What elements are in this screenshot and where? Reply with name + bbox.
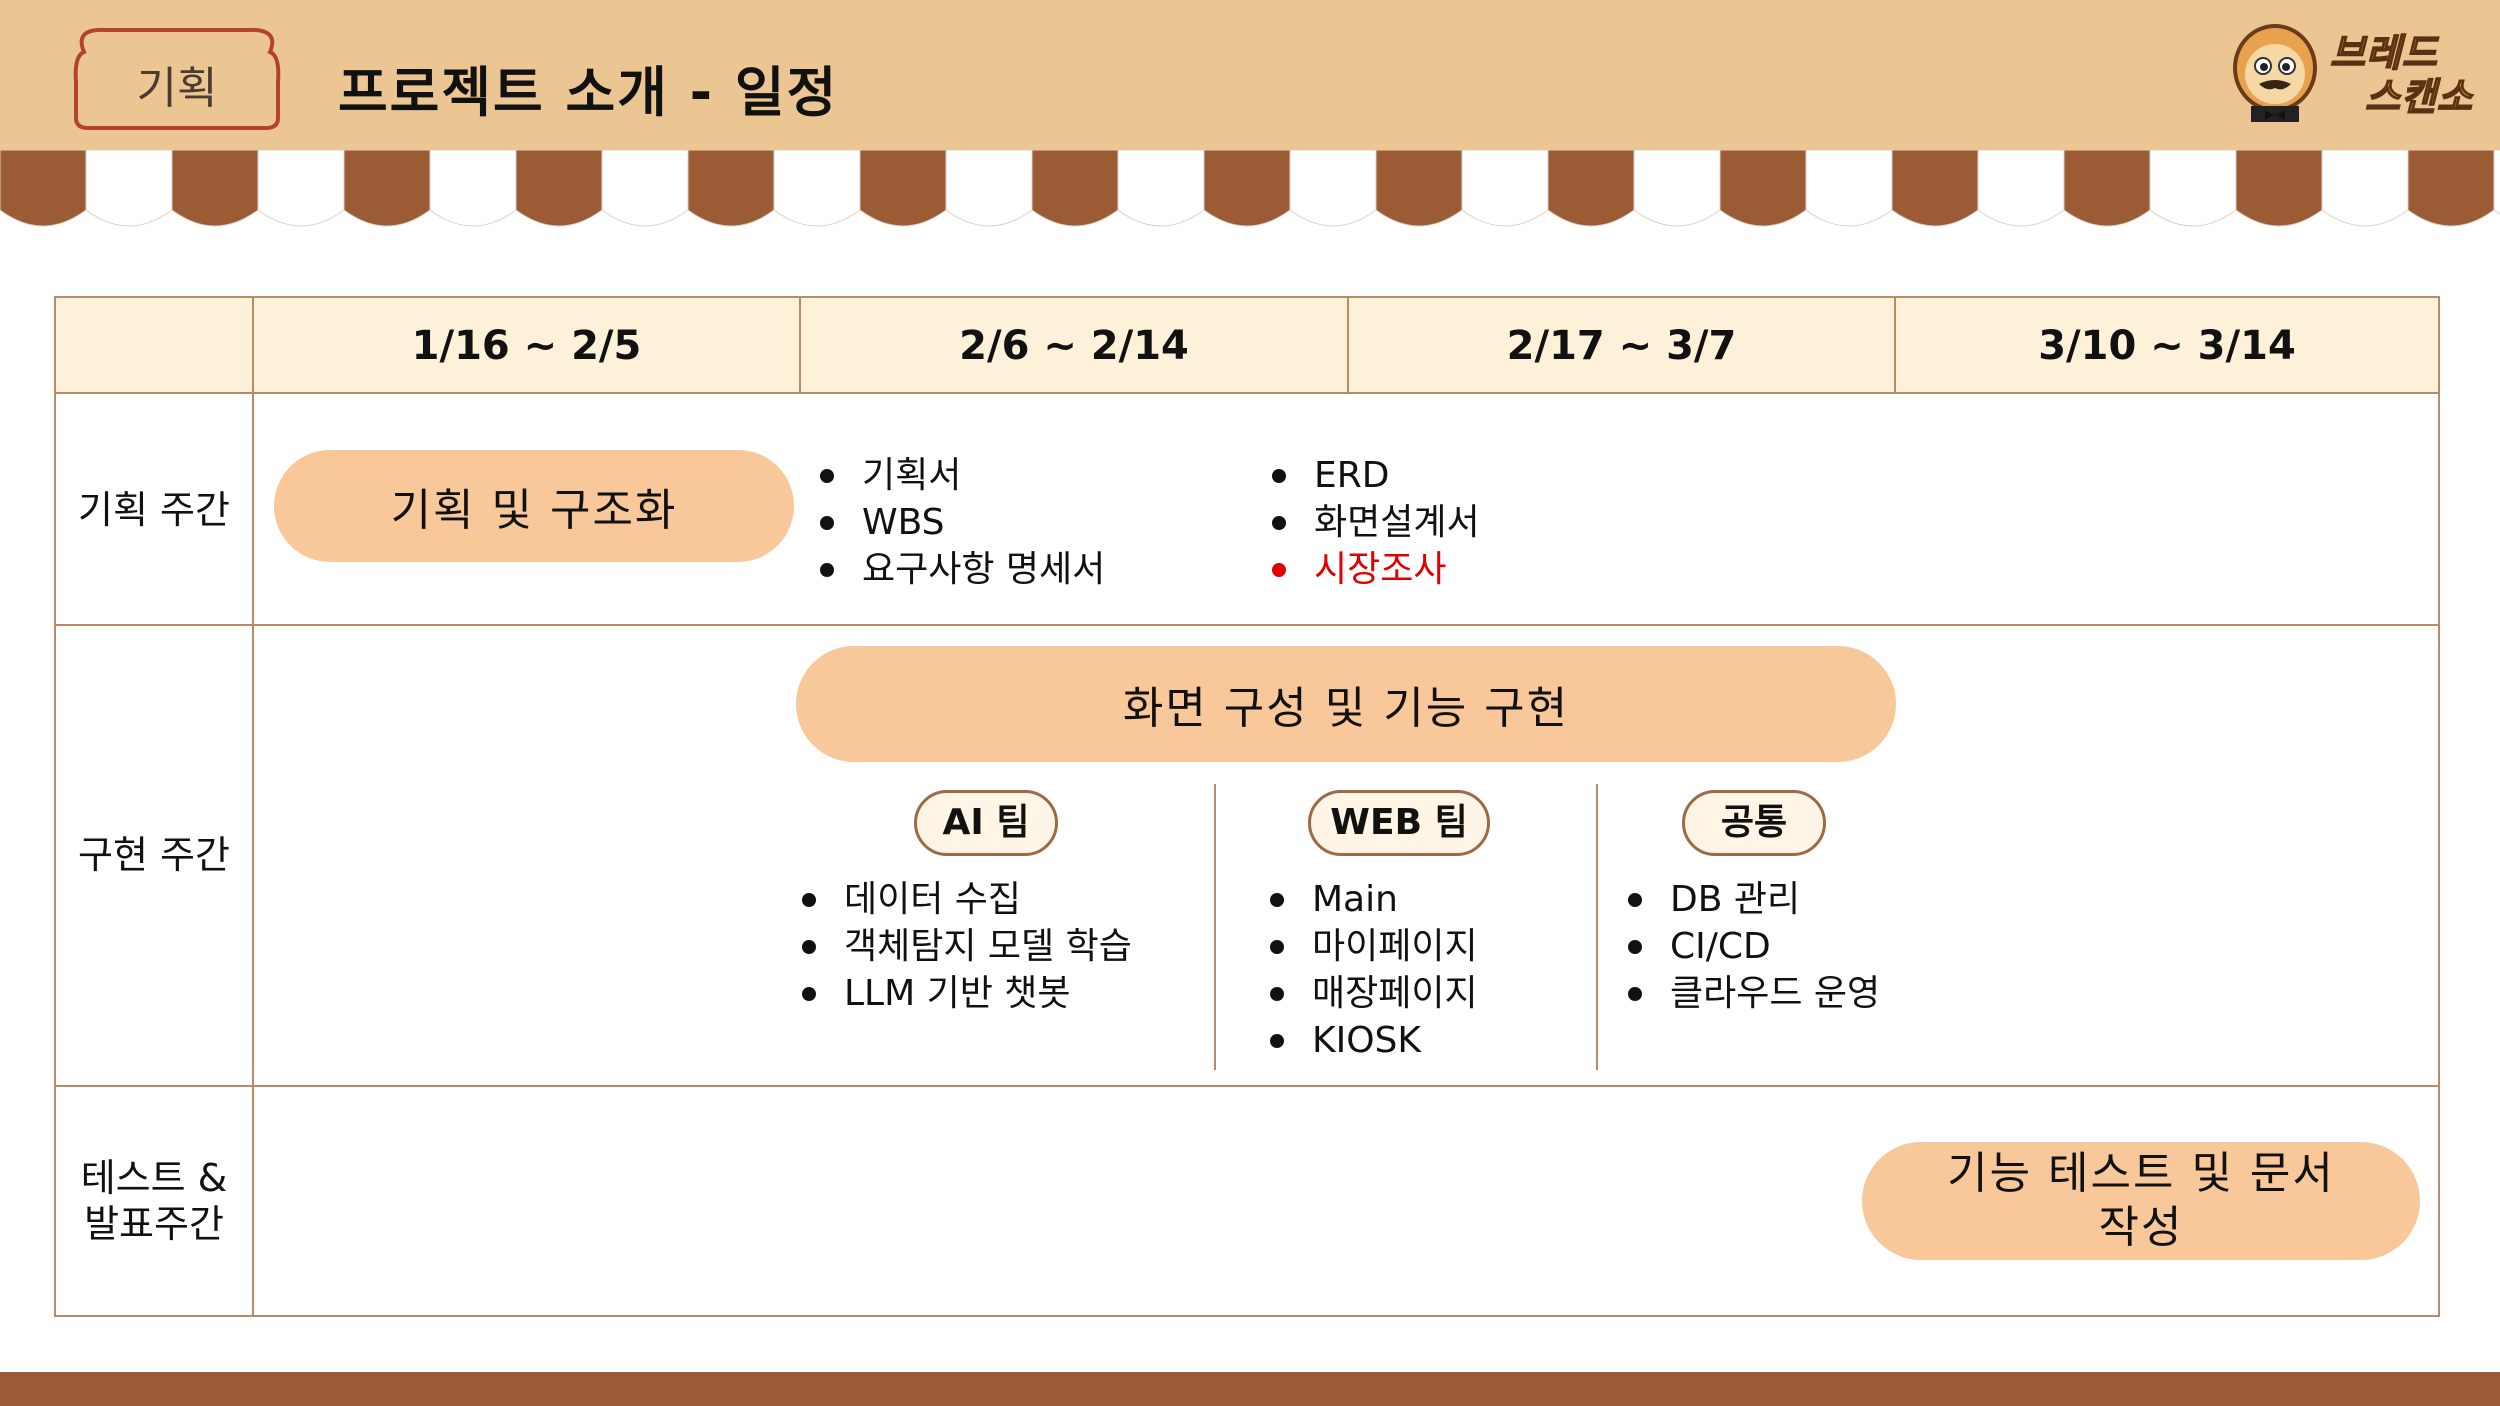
team-separator	[1214, 784, 1216, 1070]
list-item: 기획서	[816, 452, 1105, 499]
bread-mascot-icon	[2233, 24, 2317, 122]
period-header-row	[56, 298, 2438, 394]
implementation-phase-pill: 화면 구성 및 기능 구현	[796, 646, 1896, 762]
testing-phase-label-line2: 작성	[2098, 1202, 2184, 1253]
footer-bar	[0, 1372, 2500, 1406]
row-label-planning: 기획 주간	[78, 488, 230, 532]
column-divider	[799, 298, 801, 394]
team-separator	[1596, 784, 1598, 1070]
planning-phase-pill: 기획 및 구조화	[274, 450, 794, 562]
planning-phase-label: 기획 및 구조화	[390, 485, 678, 536]
list-item: 요구사항 명세서	[816, 546, 1105, 593]
section-tag: 기획	[66, 22, 288, 134]
list-item: KIOSK	[1266, 1017, 1478, 1064]
period-header-1: 1/16 ~ 2/5	[411, 323, 642, 369]
list-item: 마이페이지	[1266, 923, 1478, 970]
common-task-list: DB 관리 CI/CD 클라우드 운영	[1624, 876, 1880, 1017]
brand-logo: 브레드 스캔소	[2225, 18, 2485, 126]
row-divider	[56, 1085, 2438, 1087]
planning-deliverables-list-a: 기획서 WBS 요구사항 명세서	[816, 452, 1105, 593]
row-label-implementation: 구현 주간	[78, 833, 230, 877]
column-divider	[252, 298, 254, 1315]
list-item: CI/CD	[1624, 923, 1880, 970]
list-item: LLM 기반 챗봇	[798, 970, 1132, 1017]
testing-phase-label-line1: 기능 테스트 및 문서	[1947, 1148, 2335, 1199]
team-badge-web: WEB 팀	[1308, 790, 1490, 856]
list-item: 화면설계서	[1268, 499, 1480, 546]
list-item: 클라우드 운영	[1624, 970, 1880, 1017]
page-title: 프로젝트 소개 - 일정	[338, 61, 839, 124]
logo-text-line1: 브레드	[2329, 30, 2438, 76]
team-badge-common: 공통	[1682, 790, 1826, 856]
row-label-testing-line2: 발표주간	[84, 1202, 224, 1246]
list-item: 매장페이지	[1266, 970, 1478, 1017]
row-divider	[56, 624, 2438, 626]
list-item: DB 관리	[1624, 876, 1880, 923]
list-item: 객체탐지 모델 학습	[798, 923, 1132, 970]
planning-deliverables-list-b: ERD 화면설계서 시장조사	[1268, 452, 1480, 593]
list-item-highlight: 시장조사	[1268, 546, 1480, 593]
section-tag-label: 기획	[136, 63, 218, 114]
team-badge-ai: AI 팀	[914, 790, 1058, 856]
list-item: Main	[1266, 876, 1478, 923]
period-header-2: 2/6 ~ 2/14	[959, 323, 1189, 369]
row-label-testing-line1: 테스트 &	[80, 1156, 228, 1200]
column-divider	[1347, 298, 1349, 394]
title-bar: 기획 프로젝트 소개 - 일정 브레드 스캔소	[0, 0, 2500, 152]
ai-team-task-list: 데이터 수집 객체탐지 모델 학습 LLM 기반 챗봇	[798, 876, 1132, 1017]
period-header-4: 3/10 ~ 3/14	[2038, 323, 2296, 369]
list-item: ERD	[1268, 452, 1480, 499]
implementation-phase-label: 화면 구성 및 기능 구현	[1122, 683, 1570, 734]
web-team-task-list: Main 마이페이지 매장페이지 KIOSK	[1266, 876, 1478, 1064]
awning-decoration	[0, 150, 2500, 227]
testing-phase-pill: 기능 테스트 및 문서 작성	[1862, 1142, 2420, 1260]
schedule-table: 1/16 ~ 2/5 2/6 ~ 2/14 2/17 ~ 3/7 3/10 ~ …	[54, 296, 2440, 1317]
period-header-3: 2/17 ~ 3/7	[1506, 323, 1737, 369]
column-divider	[1894, 298, 1896, 394]
list-item: 데이터 수집	[798, 876, 1132, 923]
bread-tag-outline	[73, 27, 281, 130]
list-item: WBS	[816, 499, 1105, 546]
logo-text-line2: 스캔소	[2364, 74, 2473, 120]
